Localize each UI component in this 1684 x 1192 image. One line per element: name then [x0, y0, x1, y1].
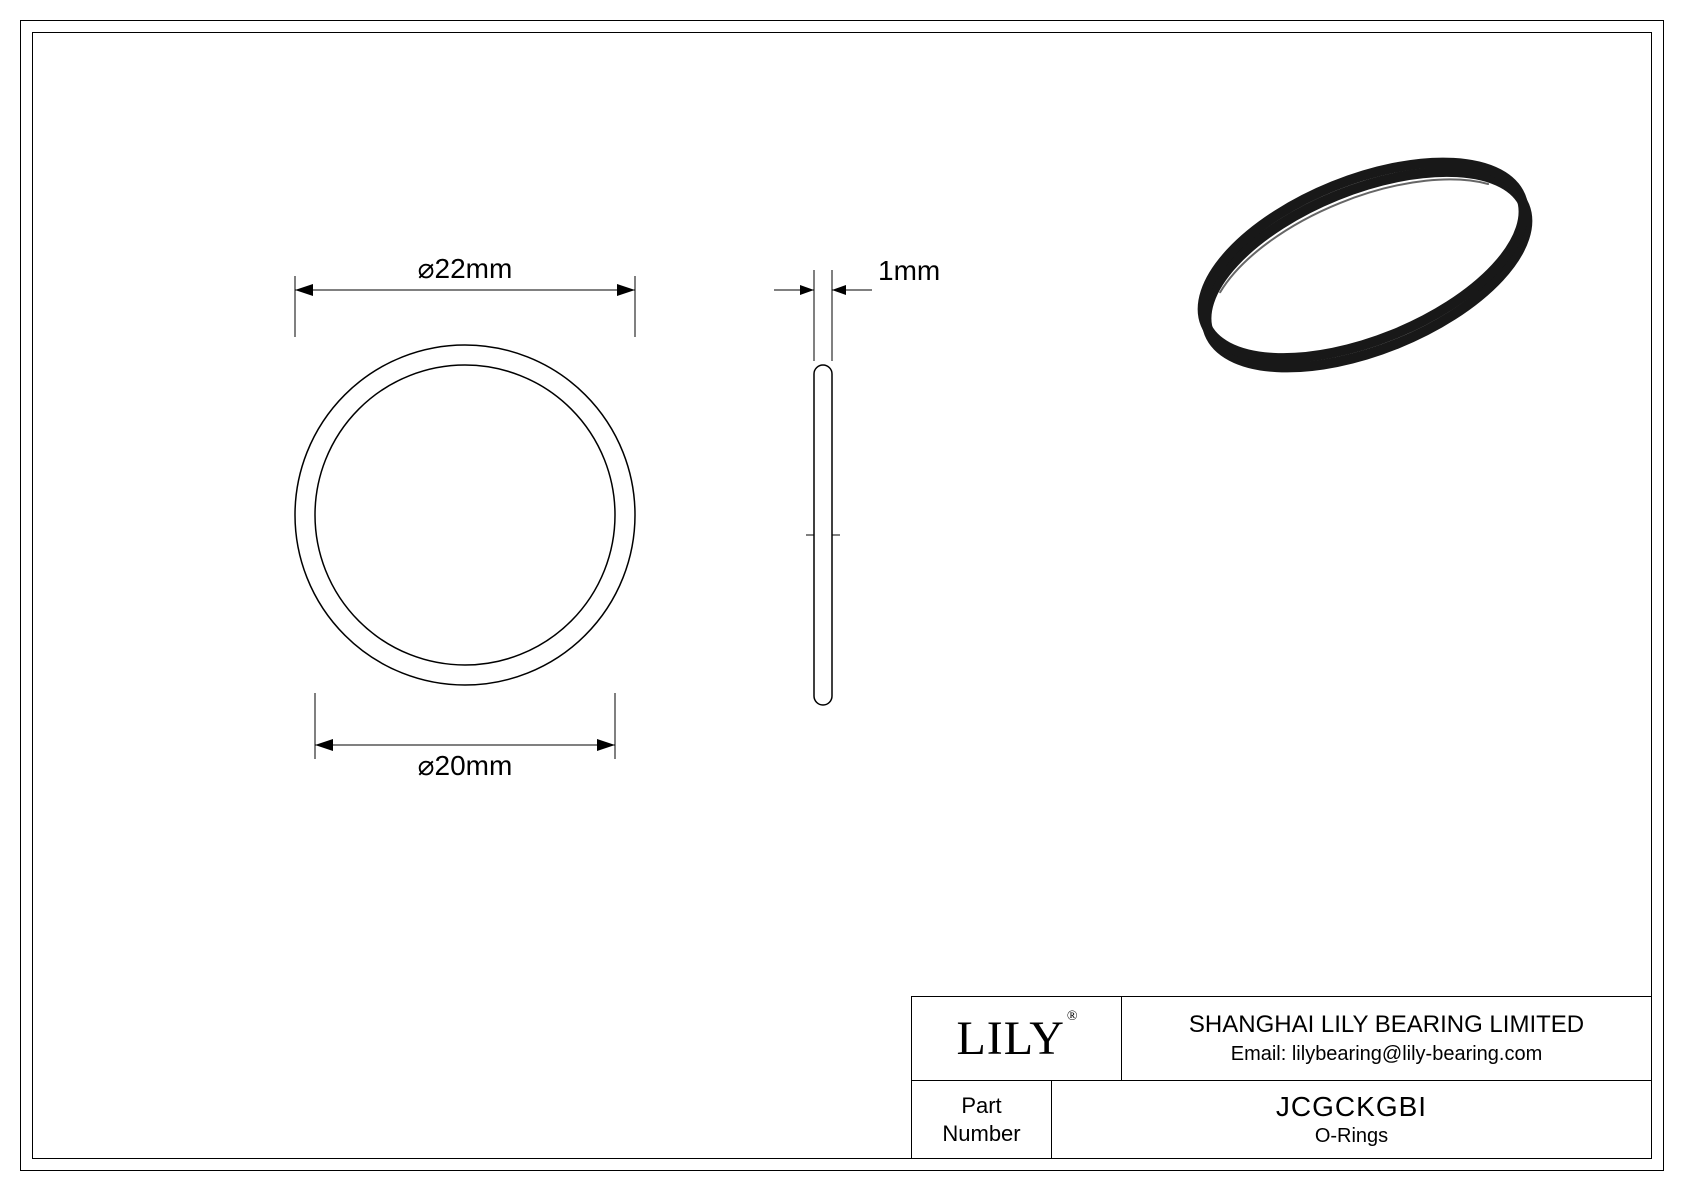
part-number-cell: JCGCKGBI O-Rings — [1052, 1081, 1651, 1158]
company-name: SHANGHAI LILY BEARING LIMITED — [1189, 1011, 1584, 1039]
company-cell: SHANGHAI LILY BEARING LIMITED Email: lil… — [1122, 997, 1651, 1080]
title-block-row-bottom: Part Number JCGCKGBI O-Rings — [912, 1081, 1651, 1158]
title-block-row-top: LILY® SHANGHAI LILY BEARING LIMITED Emai… — [912, 997, 1651, 1081]
svg-text:1mm: 1mm — [878, 255, 940, 286]
logo-cell: LILY® — [912, 997, 1122, 1080]
logo-text: LILY — [956, 1011, 1064, 1066]
part-number-label: Part Number — [912, 1081, 1052, 1158]
svg-text:⌀20mm: ⌀20mm — [418, 750, 513, 781]
inner-frame: ⌀22mm ⌀20mm 1mm LILY® SHANGHAI LILY BEARIN… — [32, 32, 1652, 1159]
product-type: O-Rings — [1315, 1125, 1388, 1148]
part-number-value: JCGCKGBI — [1276, 1091, 1427, 1123]
svg-text:⌀22mm: ⌀22mm — [418, 253, 513, 284]
title-block: LILY® SHANGHAI LILY BEARING LIMITED Emai… — [911, 996, 1651, 1158]
registered-mark: ® — [1067, 1009, 1079, 1025]
company-email: Email: lilybearing@lily-bearing.com — [1231, 1043, 1543, 1066]
